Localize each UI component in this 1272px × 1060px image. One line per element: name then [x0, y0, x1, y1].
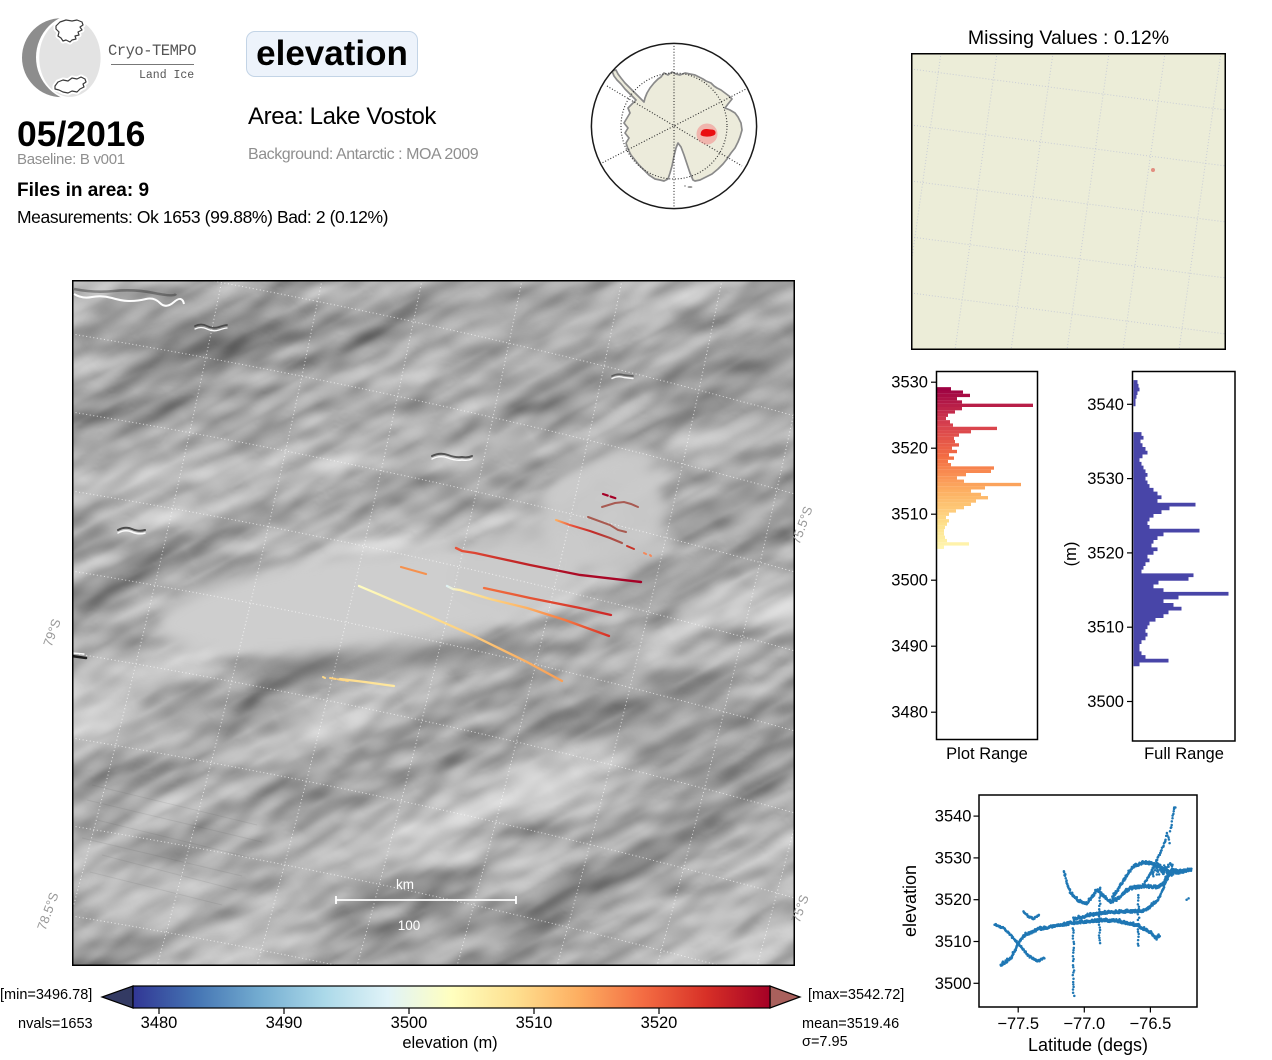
svg-text:−77.5: −77.5: [997, 1015, 1039, 1033]
svg-text:(m): (m): [1062, 542, 1080, 567]
svg-text:Full Range: Full Range: [1144, 745, 1224, 763]
svg-text:3540: 3540: [935, 808, 972, 826]
svg-text:3530: 3530: [891, 374, 928, 392]
svg-text:3510: 3510: [1087, 619, 1124, 637]
svg-text:km: km: [396, 877, 414, 892]
svg-text:3510: 3510: [891, 506, 928, 524]
svg-text:3500: 3500: [1087, 693, 1124, 711]
svg-text:3540: 3540: [1087, 396, 1124, 414]
svg-text:3520: 3520: [935, 891, 972, 909]
svg-text:3520: 3520: [1087, 544, 1124, 562]
svg-text:3500: 3500: [935, 975, 972, 993]
svg-text:elevation: elevation: [900, 865, 920, 937]
svg-text:3520: 3520: [891, 440, 928, 458]
svg-text:−76.5: −76.5: [1130, 1015, 1172, 1033]
svg-text:100: 100: [398, 918, 421, 933]
svg-text:3500: 3500: [891, 572, 928, 590]
svg-text:3490: 3490: [891, 638, 928, 656]
svg-text:3480: 3480: [891, 704, 928, 722]
svg-text:3510: 3510: [935, 933, 972, 951]
svg-text:3530: 3530: [1087, 470, 1124, 488]
svg-text:3530: 3530: [935, 849, 972, 867]
svg-text:Latitude (degs): Latitude (degs): [1028, 1035, 1148, 1055]
svg-text:−77.0: −77.0: [1063, 1015, 1105, 1033]
svg-text:Plot Range: Plot Range: [946, 745, 1028, 763]
